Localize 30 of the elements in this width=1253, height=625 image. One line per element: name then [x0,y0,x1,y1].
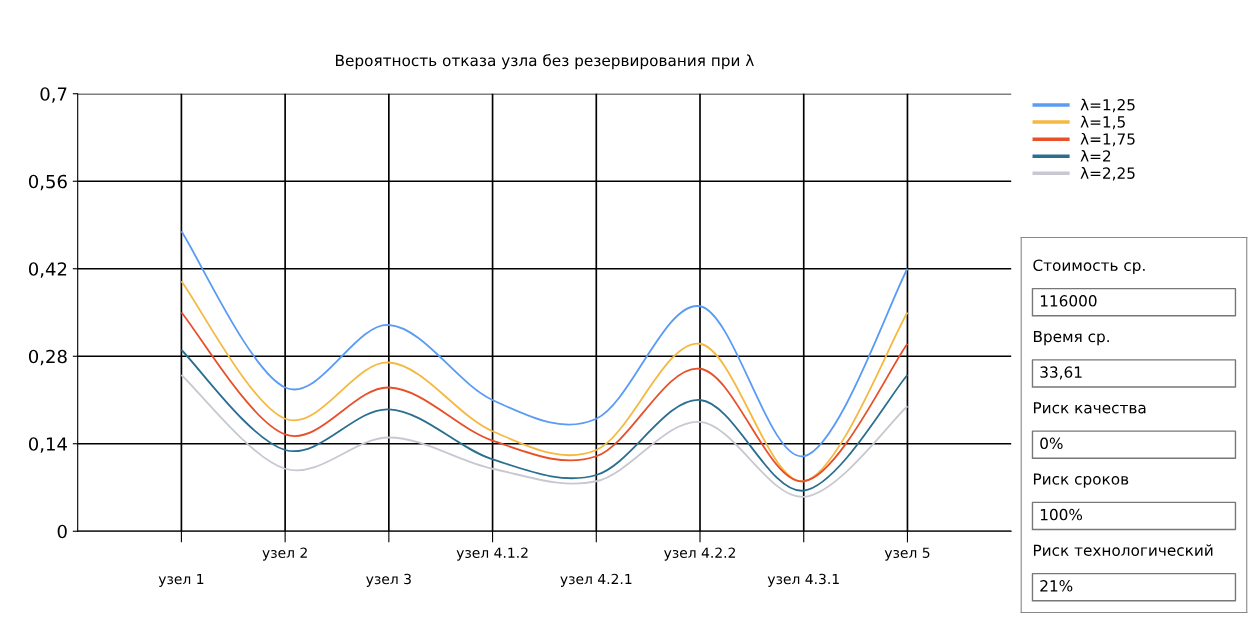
legend-label: λ=2,25 [1080,167,1135,181]
text: 100% [1040,508,1083,521]
y-tick-label: 0,14 [28,437,67,453]
text: 116000 [1040,295,1097,307]
text: Время ср. [1033,330,1109,346]
text: 33,61 [1040,366,1082,380]
x-tick-label: узел 4.2.1 [560,573,632,587]
y-tick-label: 0,7 [40,87,67,103]
text: Риск сроков [1033,473,1129,488]
x-tick-label: узел 1 [158,573,204,587]
text: Риск технологический [1033,544,1213,556]
y-tick-label: 0 [57,524,67,539]
text: Риск качества [1033,402,1146,414]
x-tick-label: узел 4.3.1 [767,573,839,587]
legend-label: λ=1,75 [1080,132,1135,147]
x-tick-label: узел 2 [262,547,307,561]
legend-label: λ=1,5 [1080,115,1125,130]
legend-label: λ=2 [1080,149,1111,162]
text: 21% [1040,580,1073,592]
text: Стоимость ср. [1033,259,1145,274]
x-tick-label: узел 4.2.2 [664,547,736,561]
x-tick-label: узел 3 [366,573,411,587]
text: 0% [1040,437,1063,450]
x-tick-label: узел 5 [884,547,930,561]
x-tick-label: узел 4.1.2 [456,547,528,561]
legend-label: λ=1,25 [1080,98,1135,113]
y-tick-label: 0,28 [28,349,67,366]
y-tick-label: 0,56 [28,174,67,191]
y-tick-label: 0,42 [28,262,67,278]
chart-title: Вероятность отказа узла без резервирования при λ [336,54,754,70]
